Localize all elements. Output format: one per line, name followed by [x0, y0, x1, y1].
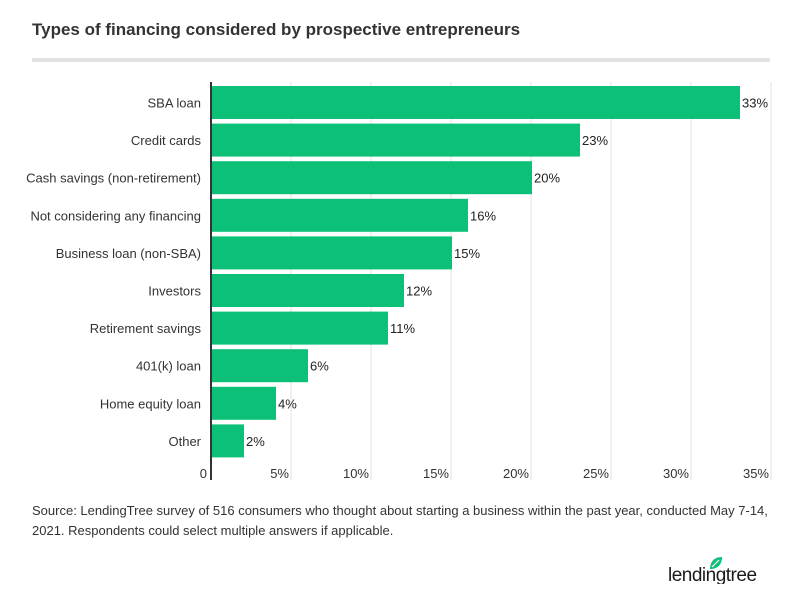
data-label: 6% [310, 359, 329, 374]
x-tick-label: 20% [503, 466, 529, 481]
bar [212, 86, 740, 119]
category-label: Not considering any financing [30, 208, 201, 223]
data-label: 33% [742, 96, 768, 111]
bar-chart: 0 5% 10% 15% 20% 25% 30% 35% SBA loan 33% Credit c… [26, 82, 772, 481]
category-label: Investors [148, 284, 201, 299]
x-tick-label: 0 [200, 466, 207, 481]
category-label: Business loan (non-SBA) [56, 246, 201, 261]
data-label: 23% [582, 133, 608, 148]
bar [212, 386, 276, 420]
lendingtree-logo: lendingtree [668, 556, 772, 589]
x-tick-label: 10% [343, 466, 369, 481]
data-label: 20% [534, 171, 560, 186]
x-tick-label: 15% [423, 466, 449, 481]
category-label: SBA loan [148, 96, 202, 111]
data-label: 16% [470, 208, 496, 223]
category-label: Other [168, 434, 201, 449]
bar [212, 349, 308, 383]
logo-text: lendingtree [668, 565, 757, 584]
bar [212, 161, 532, 195]
source-note: Source: LendingTree survey of 516 consum… [32, 503, 768, 538]
x-tick-label: 25% [583, 466, 609, 481]
bar [212, 311, 388, 345]
category-label: Cash savings (non-retirement) [26, 171, 201, 186]
data-label: 2% [246, 434, 265, 449]
category-label: Retirement savings [90, 321, 202, 336]
category-label: Credit cards [131, 133, 202, 148]
category-label: 401(k) loan [136, 359, 201, 374]
data-label: 12% [406, 284, 432, 299]
data-label: 4% [278, 396, 297, 411]
bar [212, 198, 468, 232]
bar [212, 123, 580, 157]
category-label: Home equity loan [100, 396, 201, 411]
bar [212, 424, 244, 458]
x-tick-label: 5% [270, 466, 289, 481]
chart-title: Types of financing considered by prospec… [32, 20, 521, 39]
x-tick-label: 30% [663, 466, 689, 481]
title-divider [32, 58, 770, 62]
data-label: 11% [390, 321, 415, 336]
data-label: 15% [454, 246, 480, 261]
bar [212, 236, 452, 270]
x-tick-label: 35% [743, 466, 769, 481]
bar [212, 274, 404, 307]
